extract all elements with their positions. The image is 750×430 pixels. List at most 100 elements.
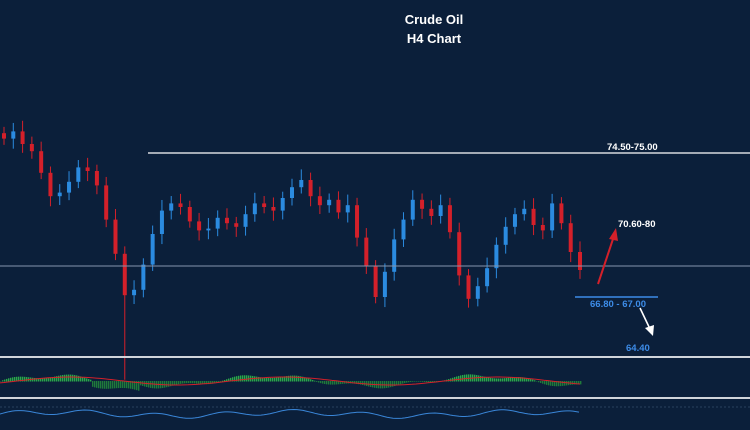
histogram-bar [148,381,150,388]
histogram-bar [480,375,482,382]
histogram-bar [286,376,288,382]
histogram-bar [88,379,90,382]
histogram-bar [38,378,40,382]
histogram-bar [518,377,520,382]
chart-subtitle: H4 Chart [406,31,462,46]
histogram-bar [352,381,354,384]
histogram-bar [204,381,206,385]
histogram-bar [284,376,286,382]
histogram-bar [4,379,6,382]
candle-body [578,252,582,270]
histogram-bar [22,376,24,382]
histogram-bar [408,381,410,383]
histogram-bar [420,381,422,382]
histogram-bar [564,381,566,386]
histogram-bar [196,381,198,384]
histogram-bar [192,381,194,384]
histogram-bar [552,381,554,387]
histogram-bar [266,377,268,382]
histogram-bar [64,374,66,382]
candle-body [48,172,53,197]
histogram-bar [0,381,2,382]
candle-body [540,225,545,231]
histogram-bar [106,381,108,389]
histogram-bar [14,376,16,382]
candle-body [364,237,369,267]
histogram-bar [460,375,462,382]
histogram-bar [270,377,272,382]
candle-body [262,203,267,207]
candle-body [568,223,573,252]
histogram-bar [42,378,44,382]
candle-body [466,275,471,299]
histogram-bar [180,381,182,384]
histogram-bar [98,381,100,389]
histogram-bar [116,381,118,389]
histogram-bar [114,381,116,389]
histogram-bar [456,376,458,382]
histogram-bar [526,377,528,382]
histogram-bar [554,381,556,387]
histogram-bar [166,381,168,388]
histogram-bar [340,381,342,385]
histogram-bar [134,381,136,390]
histogram-bar [278,377,280,382]
candle-body [122,253,127,296]
histogram-bar [356,381,358,384]
candle-body [178,203,183,207]
histogram-signal-line [0,376,581,386]
candle-body [420,199,425,209]
histogram-bar [120,381,122,389]
resistance-label: 74.50-75.00 [607,142,658,153]
histogram-bar [532,379,534,382]
histogram-bar [556,381,558,387]
chart-title: Crude Oil [404,12,464,27]
histogram-bar [410,381,412,382]
histogram-bar [486,377,488,382]
histogram-bar [34,377,36,382]
histogram-bar [504,378,506,382]
histogram-bar [494,378,496,382]
candle-body [503,226,508,245]
histogram-bar [214,381,216,384]
histogram-bar [498,378,500,382]
histogram-bar [12,377,14,382]
histogram-bar [200,381,202,384]
histogram-bar [68,374,70,382]
histogram-bar [402,381,404,384]
histogram-bar [524,377,526,382]
histogram-bar [302,376,304,382]
histogram-bar [280,376,282,382]
histogram-bar [6,378,8,382]
histogram-bar [194,381,196,384]
histogram-bar [132,381,134,390]
histogram-bar [412,381,414,382]
histogram-bar [482,376,484,382]
histogram-bar [126,381,128,389]
histogram-bar [136,381,138,391]
histogram-bar [308,378,310,382]
histogram-bar [550,381,552,386]
histogram-bar [96,381,98,388]
candle-body [290,187,294,198]
histogram-bar [534,380,536,382]
histogram-bar [52,376,54,382]
histogram-bar [16,376,18,382]
histogram-bar [84,377,86,382]
histogram-bar [296,375,298,382]
histogram-bar [168,381,170,387]
histogram-bar [66,374,68,382]
candle-body [11,131,16,139]
histogram-bar [306,377,308,382]
histogram-bar [414,381,416,382]
candle-body [355,205,360,238]
histogram-bar [292,375,294,382]
histogram-bar [394,381,396,387]
histogram-bar [300,376,302,382]
histogram-bar [508,377,510,382]
candle-body [512,214,517,227]
histogram-bar [124,381,126,389]
histogram-bar [94,381,96,388]
histogram-bar [190,381,192,384]
histogram-bar [528,378,530,382]
